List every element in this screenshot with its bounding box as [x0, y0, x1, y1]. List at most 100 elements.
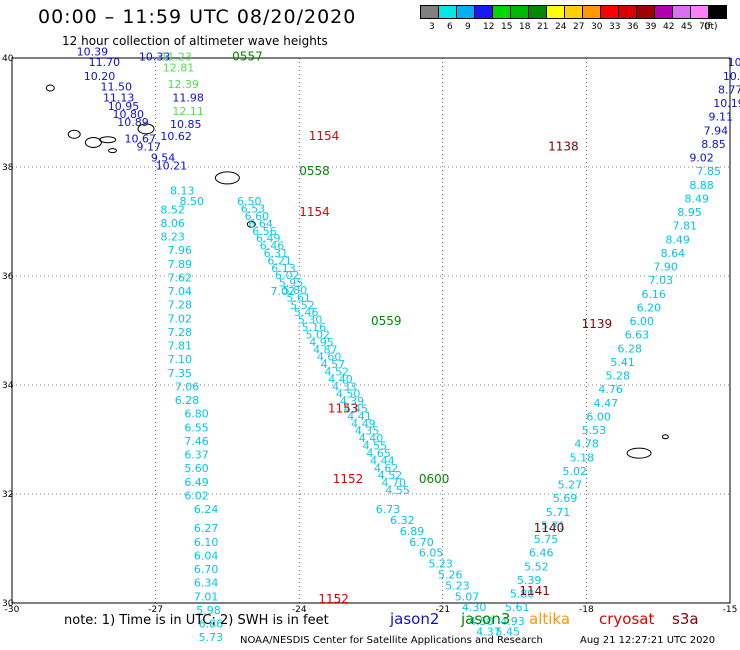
wave-height-label: 8.49 — [685, 192, 710, 205]
wave-height-label: 7.01 — [194, 590, 219, 603]
wave-height-label: 6.56 — [252, 225, 277, 238]
legend-label-27: 27 — [573, 22, 585, 32]
lon-tick-label: -21 — [435, 605, 450, 615]
pass-time-label: 1152 — [318, 592, 349, 606]
wave-height-label: 5.98 — [196, 604, 221, 617]
wave-height-label: 10.77 — [723, 70, 740, 83]
wave-height-label: 6.80 — [184, 408, 209, 421]
wave-height-label: 4.62 — [374, 462, 399, 475]
wave-height-label: 7.04 — [168, 285, 193, 298]
page-subtitle: 12 hour collection of altimeter wave hei… — [62, 34, 328, 48]
footer-note: note: 1) Time is in UTC; 2) SWH is in fe… — [64, 613, 329, 628]
wave-height-label: 6.34 — [194, 577, 219, 590]
wave-height-label: 10.21 — [156, 160, 188, 173]
island-outline — [99, 136, 117, 144]
wave-height-label: 5.80 — [510, 588, 535, 601]
color-legend — [420, 5, 727, 19]
legend-label-6: 6 — [447, 22, 453, 32]
lon-tick-label: -18 — [579, 605, 594, 615]
wave-height-label: 5.60 — [184, 462, 209, 475]
wave-height-label: 7.85 — [696, 165, 721, 178]
wave-height-label: 7.94 — [704, 124, 729, 137]
wave-height-label: 4.45 — [344, 403, 369, 416]
pass-time-label: 0557 — [232, 50, 263, 64]
wave-height-label: 4.47 — [594, 397, 619, 410]
island-outline — [137, 123, 155, 135]
wave-height-label: 5.26 — [438, 568, 463, 581]
wave-height-label: 6.00 — [629, 315, 654, 328]
wave-height-label: 6.20 — [637, 301, 662, 314]
pass-time-label: 0559 — [371, 314, 402, 328]
wave-height-label: 5.39 — [517, 574, 542, 587]
wave-height-label: 7.90 — [653, 261, 678, 274]
wave-height-label: 6.49 — [184, 476, 209, 489]
wave-height-label: 4.49 — [351, 417, 376, 430]
wave-height-label: 6.70 — [409, 536, 434, 549]
pass-time-label: 0558 — [299, 164, 330, 178]
wave-height-label: 6.05 — [419, 547, 444, 560]
legend-label-24: 24 — [555, 22, 567, 32]
wave-height-label: 11.70 — [89, 56, 121, 69]
wave-height-label: 8.52 — [160, 203, 185, 216]
wave-height-label: 6.16 — [641, 288, 666, 301]
wave-height-label: 7.96 — [168, 244, 193, 257]
wave-height-label: 6.49 — [256, 232, 280, 245]
wave-height-label: 5.53 — [582, 424, 607, 437]
wave-height-label: 4.50 — [336, 388, 361, 401]
wave-height-label: 10.85 — [170, 118, 202, 131]
wave-height-label: 4.76 — [598, 383, 623, 396]
credit-text: NOAA/NESDIS Center for Satellite Applica… — [240, 635, 543, 646]
wave-height-label: 11.50 — [101, 81, 133, 94]
wave-height-label: 11.23 — [160, 51, 192, 64]
wave-height-label: 6.50 — [237, 195, 262, 208]
wave-height-label: 9.17 — [136, 141, 161, 154]
wave-height-label: 11.98 — [172, 92, 204, 105]
wave-height-label: 4.95 — [309, 336, 334, 349]
wave-height-label: 8.88 — [689, 179, 714, 192]
satellite-jason3: jason3 — [461, 610, 511, 628]
page-title: 00:00 – 11:59 UTC 08/20/2020 — [38, 6, 357, 28]
wave-height-label: 4.37 — [476, 626, 501, 639]
wave-height-label: 5.75 — [534, 533, 559, 546]
wave-height-label: 9.54 — [151, 152, 176, 165]
island-outline — [84, 136, 102, 148]
wave-height-label: 6.21 — [267, 254, 292, 267]
wave-height-label: 4.70 — [382, 477, 407, 490]
wave-height-label: 6.28 — [175, 394, 200, 407]
wave-height-label: 6.04 — [194, 549, 219, 562]
wave-height-label: 6.63 — [625, 329, 650, 342]
wave-height-label: 6.02 — [275, 269, 300, 282]
pass-time-label: 1154 — [309, 129, 340, 143]
wave-height-label: 5.41 — [610, 356, 635, 369]
wave-height-label: 6.00 — [586, 410, 611, 423]
lat-tick-label: 34 — [2, 381, 14, 391]
wave-height-label: 4.44 — [370, 454, 395, 467]
wave-height-label: 5.45 — [495, 626, 520, 639]
legend-label-21: 21 — [537, 22, 549, 32]
legend-label-39: 39 — [645, 22, 657, 32]
wave-height-label: 7.46 — [184, 435, 209, 448]
wave-height-label: 6.70 — [194, 563, 219, 576]
wave-height-label: 6.27 — [194, 522, 219, 535]
wave-height-label: 10.33 — [139, 51, 171, 64]
wave-height-label: 6.60 — [245, 210, 269, 223]
wave-height-label: 4.52 — [378, 469, 403, 482]
wave-height-label: 8.49 — [665, 233, 690, 246]
pass-time-label: 1140 — [534, 521, 565, 535]
lat-tick-label: 36 — [2, 272, 14, 282]
wave-height-label: 4.40 — [359, 432, 384, 445]
wave-height-label: 6.37 — [184, 449, 209, 462]
wave-height-label: 6.89 — [400, 525, 425, 538]
wave-height-label: 7.28 — [168, 299, 193, 312]
wave-height-label: 6.46 — [529, 547, 554, 560]
wave-height-label: 5.02 — [305, 328, 330, 341]
wave-height-label: 4.57 — [321, 358, 346, 371]
wave-height-label: 6.24 — [194, 503, 219, 516]
wave-height-label: 12.39 — [168, 78, 200, 91]
wave-height-label: 4.33 — [332, 380, 357, 393]
wave-height-label: 5.71 — [541, 519, 566, 532]
wave-height-label: 10.39 — [77, 45, 109, 58]
pass-time-label: 1141 — [519, 584, 550, 598]
wave-height-label: 7.81 — [168, 340, 193, 353]
